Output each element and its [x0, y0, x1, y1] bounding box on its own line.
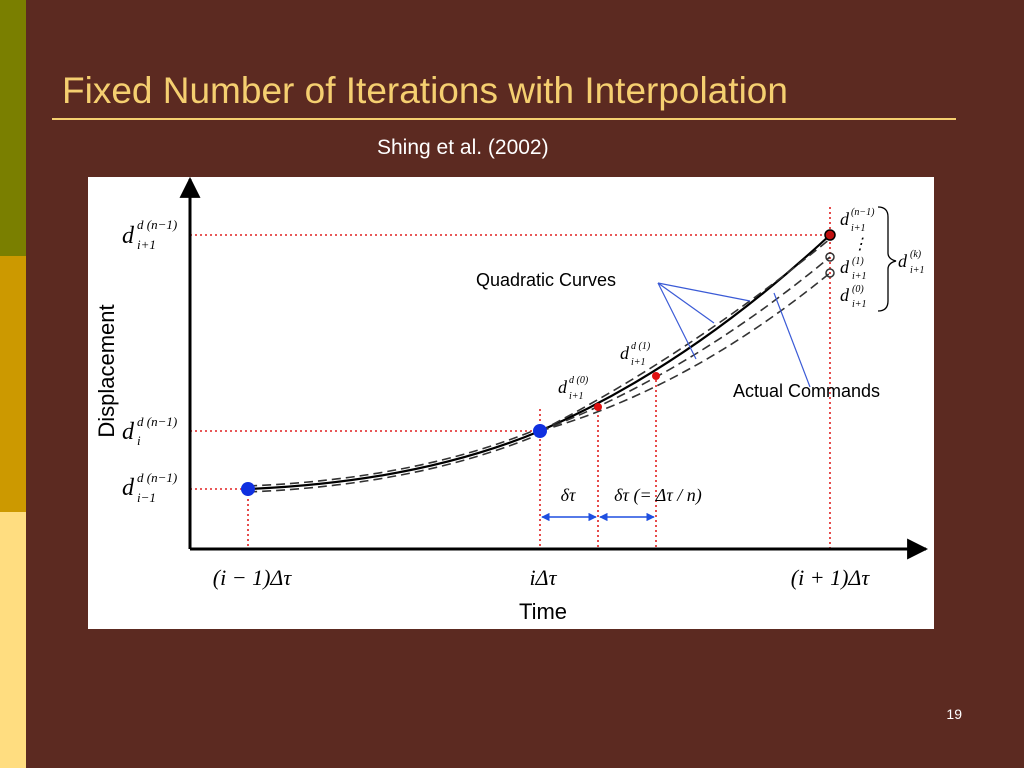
right-brace [877, 206, 897, 312]
right-label-n-minus-1-sup: (n−1) [851, 207, 875, 218]
right-label-zero-sub: i+1 [852, 299, 867, 310]
point-d1 [652, 372, 660, 380]
point-d-n-minus-1 [824, 229, 836, 241]
right-label-zero-base: d [840, 285, 850, 305]
point-i-minus-1 [241, 482, 255, 496]
y-label-mid-sup: d (n−1) [137, 414, 177, 429]
right-label-one-sub: i+1 [852, 271, 867, 282]
x-label-left: (i − 1)Δτ [213, 565, 293, 590]
callout-lines [657, 282, 811, 388]
point-label-d1: d d (1) i+1 [620, 341, 651, 368]
x-axis-label: Time [519, 599, 567, 624]
right-label-zero-sup: (0) [852, 284, 864, 295]
point-label-d0-base: d [558, 377, 568, 397]
point-label-d0-sup: d (0) [569, 375, 589, 386]
point-label-d1-sub: i+1 [631, 357, 646, 368]
y-label-mid-base: d [122, 419, 135, 445]
interval-label-second: δτ (= Δτ / n) [614, 485, 702, 506]
right-label-ellipsis: ⋮ [852, 236, 868, 253]
callout-line-actual [773, 292, 811, 388]
curves [247, 234, 831, 493]
callout-actual-commands: Actual Commands [733, 381, 880, 401]
y-label-top-sub: i+1 [137, 237, 156, 252]
right-label-k-sub: i+1 [910, 265, 925, 276]
x-label-mid: iΔτ [530, 565, 558, 590]
callout-quadratic-curves: Quadratic Curves [476, 270, 616, 290]
y-label-mid-sub: i [137, 433, 141, 448]
right-label-n-minus-1: d (n−1) i+1 [840, 207, 875, 234]
y-label-top-sup: d (n−1) [137, 217, 177, 232]
point-label-d1-sup: d (1) [631, 341, 651, 352]
y-label-mid: d d (n−1) i [122, 414, 177, 448]
diagram-figure: Displacement d d (n−1) i+1 d d (n−1) i d… [88, 177, 934, 629]
right-label-one: d (1) i+1 [840, 256, 867, 282]
page-number: 19 [946, 706, 962, 722]
right-label-k-sup: (k) [910, 249, 922, 260]
interval-label-first: δτ [561, 485, 576, 505]
callout-line-q3 [657, 282, 697, 360]
quadratic-curve-0 [539, 272, 831, 432]
side-bar-olive [0, 0, 26, 256]
y-label-top-base: d [122, 223, 135, 249]
guide-lines [190, 207, 831, 549]
side-bar-gold [0, 256, 26, 512]
diagram-svg: Displacement d d (n−1) i+1 d d (n−1) i d… [94, 177, 929, 624]
point-label-d0-sub: i+1 [569, 391, 584, 402]
y-label-top: d d (n−1) i+1 [122, 217, 177, 252]
callout-line-q2 [657, 282, 715, 324]
right-label-k-base: d [898, 251, 908, 271]
right-label-zero: d (0) i+1 [840, 284, 867, 310]
point-d0-open [825, 268, 835, 278]
y-label-low-base: d [122, 475, 135, 501]
point-d1-open [825, 252, 835, 262]
point-label-d1-base: d [620, 343, 630, 363]
right-label-k: d (k) i+1 [898, 249, 925, 276]
quadratic-curve-n-minus-1 [539, 238, 831, 432]
x-label-right: (i + 1)Δτ [791, 565, 871, 590]
title-underline [52, 118, 956, 120]
point-label-d0: d d (0) i+1 [558, 375, 589, 402]
callout-line-q1 [657, 282, 751, 302]
y-label-low-sup: d (n−1) [137, 470, 177, 485]
right-label-n-minus-1-base: d [840, 209, 850, 229]
y-label-low: d d (n−1) i−1 [122, 470, 177, 505]
right-label-one-sup: (1) [852, 256, 864, 267]
point-d0 [594, 403, 602, 411]
dashed-curve-history-b [247, 433, 541, 493]
right-label-one-base: d [840, 257, 850, 277]
solid-curve-history [247, 429, 541, 491]
y-axis-label: Displacement [94, 304, 119, 437]
citation: Shing et al. (2002) [377, 136, 549, 159]
dashed-curve-history-a [247, 427, 541, 487]
y-label-low-sub: i−1 [137, 490, 156, 505]
slide-title: Fixed Number of Iterations with Interpol… [62, 70, 788, 111]
side-bar-cream [0, 512, 26, 768]
point-i [533, 424, 547, 438]
right-label-n-minus-1-sub: i+1 [851, 223, 866, 234]
